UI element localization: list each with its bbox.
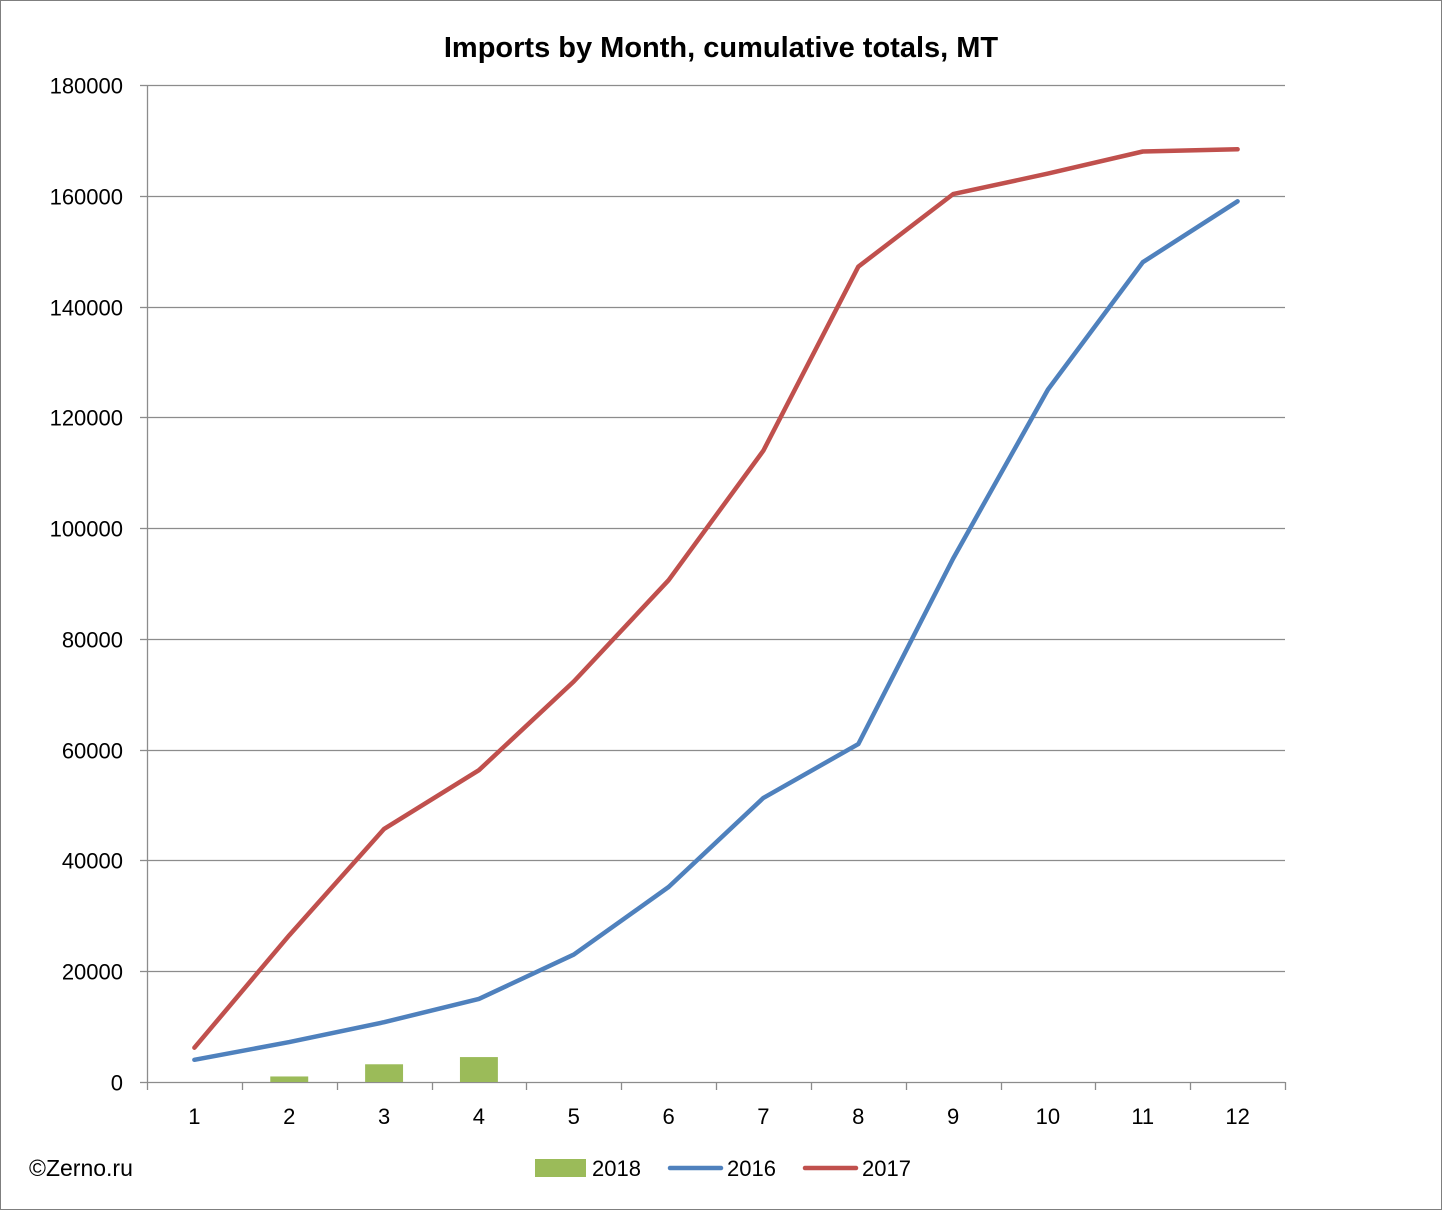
bar-2018-4 xyxy=(460,1057,498,1082)
x-tick-label: 5 xyxy=(568,1104,580,1129)
series-line-2016 xyxy=(194,201,1237,1060)
x-axis: 1 2 3 4 5 6 7 8 9 10 11 12 xyxy=(147,1082,1286,1129)
bars-series xyxy=(270,1057,498,1082)
x-tick-label: 10 xyxy=(1036,1104,1060,1129)
x-tick-label: 8 xyxy=(852,1104,864,1129)
bar-2018-3 xyxy=(365,1064,403,1082)
y-tick-label: 40000 xyxy=(62,849,123,874)
bar-2018-2 xyxy=(270,1076,308,1082)
y-tick-label: 120000 xyxy=(50,406,123,431)
y-axis: 0 20000 40000 60000 80000 100000 120000 140000 1… xyxy=(50,74,148,1096)
x-tick-label: 9 xyxy=(947,1104,959,1129)
legend: 2018 2016 2017 xyxy=(535,1156,911,1181)
y-tick-label: 0 xyxy=(111,1071,123,1096)
series-line-2017 xyxy=(194,149,1237,1047)
y-tick-label: 20000 xyxy=(62,960,123,985)
x-tick-label: 11 xyxy=(1131,1104,1154,1129)
y-tick-label: 60000 xyxy=(62,739,123,764)
gridlines xyxy=(147,86,1285,972)
y-tick-label: 180000 xyxy=(50,74,123,99)
legend-swatch-2018 xyxy=(535,1159,586,1177)
y-tick-label: 100000 xyxy=(50,517,123,542)
chart-title: Imports by Month, cumulative totals, MT xyxy=(444,32,999,64)
y-tick-label: 140000 xyxy=(50,296,123,321)
x-tick-label: 6 xyxy=(662,1104,674,1129)
y-tick-label: 160000 xyxy=(50,185,123,210)
x-tick-label: 7 xyxy=(757,1104,769,1129)
watermark-text: ©Zerno.ru xyxy=(29,1155,133,1181)
x-tick-label: 1 xyxy=(188,1104,200,1129)
legend-label-2017: 2017 xyxy=(862,1156,911,1181)
legend-label-2018: 2018 xyxy=(592,1156,641,1181)
x-tick-label: 2 xyxy=(283,1104,295,1129)
line-series xyxy=(194,149,1237,1060)
x-tick-label: 4 xyxy=(473,1104,485,1129)
legend-label-2016: 2016 xyxy=(727,1156,776,1181)
x-tick-label: 3 xyxy=(378,1104,390,1129)
x-tick-label: 12 xyxy=(1225,1104,1249,1129)
y-tick-label: 80000 xyxy=(62,628,123,653)
